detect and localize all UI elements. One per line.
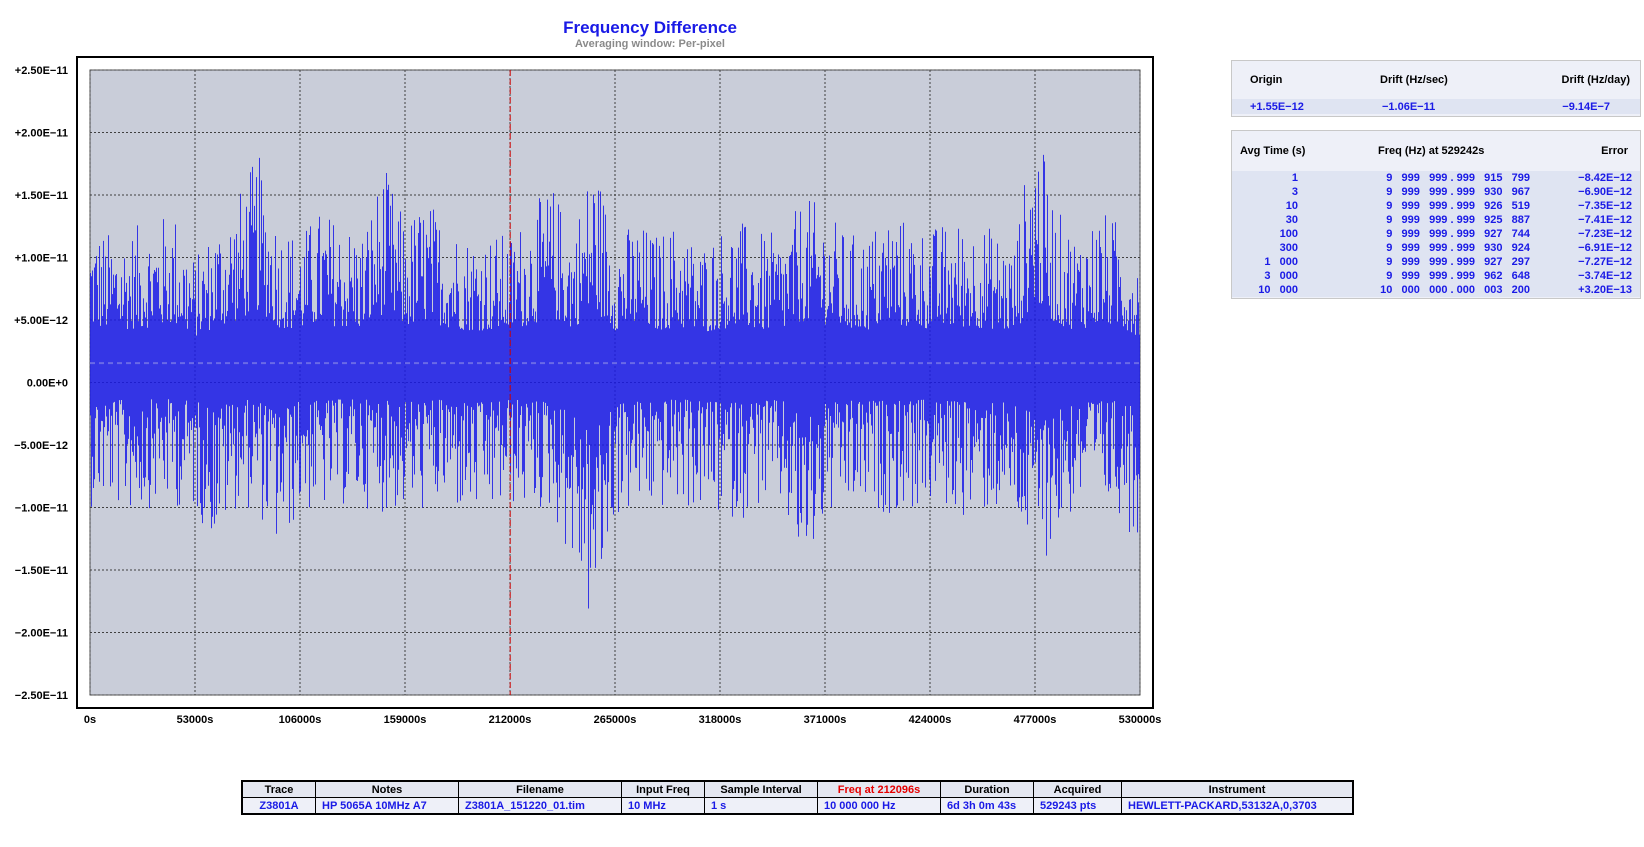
- info-header-input-freq: Input Freq: [621, 780, 705, 798]
- info-trace-value: Z3801A: [241, 797, 316, 815]
- info-filename-value: Z3801A_151220_01.tim: [458, 797, 622, 815]
- x-tick-label: 159000s: [384, 714, 427, 726]
- y-tick-label: +1.00E−11: [15, 253, 68, 265]
- avg-error-cell: −6.90E−12: [1578, 186, 1632, 198]
- avg-row: 300 9 999 999 . 999 930 924 −6.91E−12: [1232, 241, 1640, 255]
- chart-subtitle: Averaging window: Per-pixel: [575, 38, 725, 50]
- y-tick-label: +2.50E−11: [15, 65, 68, 77]
- drift-value-row: +1.55E−12 −1.06E−11 −9.14E−7: [1232, 99, 1640, 114]
- drift-header-hz-day: Drift (Hz/day): [1561, 74, 1630, 86]
- avg-time-cell: 30: [1285, 214, 1298, 226]
- avg-row: 3 000 9 999 999 . 999 962 648 −3.74E−12: [1232, 269, 1640, 283]
- avg-time-cell: 300: [1279, 242, 1298, 254]
- info-header-sample-interval: Sample Interval: [704, 780, 818, 798]
- y-tick-label: +1.50E−11: [15, 190, 68, 202]
- info-header-freq-at: Freq at 212096s: [817, 780, 941, 798]
- avg-header-time: Avg Time (s): [1240, 145, 1306, 157]
- info-header-instrument: Instrument: [1121, 780, 1354, 798]
- avg-time-cell: 3 000: [1264, 270, 1298, 282]
- avg-time-cell: 1 000: [1264, 256, 1298, 268]
- info-header-acquired: Acquired: [1033, 780, 1122, 798]
- x-tick-label: 318000s: [699, 714, 742, 726]
- avg-row: 1 9 999 999 . 999 915 799 −8.42E−12: [1232, 171, 1640, 185]
- y-tick-label: −2.00E−11: [15, 628, 68, 640]
- x-tick-label: 53000s: [177, 714, 214, 726]
- avg-error-cell: −6.91E−12: [1578, 242, 1632, 254]
- info-acquired-value: 529243 pts: [1033, 797, 1122, 815]
- avg-error-cell: −7.23E−12: [1578, 228, 1632, 240]
- avg-error-cell: −8.42E−12: [1578, 172, 1632, 184]
- x-tick-label: 0s: [84, 714, 96, 726]
- avg-row: 1 000 9 999 999 . 999 927 297 −7.27E−12: [1232, 255, 1640, 269]
- info-freq-at-value: 10 000 000 Hz: [817, 797, 941, 815]
- avg-row: 3 9 999 999 . 999 930 967 −6.90E−12: [1232, 185, 1640, 199]
- drift-header-row: Origin Drift (Hz/sec) Drift (Hz/day): [1232, 61, 1640, 99]
- y-tick-label: 0.00E+0: [27, 378, 68, 390]
- y-tick-label: +2.00E−11: [15, 128, 68, 140]
- series-trace: [90, 154, 1140, 609]
- info-instrument-value: HEWLETT-PACKARD,53132A,0,3703: [1121, 797, 1354, 815]
- avg-time-cell: 1: [1291, 172, 1298, 184]
- info-duration-value: 6d 3h 0m 43s: [940, 797, 1034, 815]
- avg-header-error: Error: [1601, 145, 1628, 157]
- info-sample-interval-value: 1 s: [704, 797, 818, 815]
- info-header-trace: Trace: [241, 780, 316, 798]
- avg-table-body: 1 9 999 999 . 999 915 799 −8.42E−12 3 9 999 …: [1232, 171, 1640, 297]
- avg-row: 10 9 999 999 . 999 926 519 −7.35E−12: [1232, 199, 1640, 213]
- avg-time-cell: 10: [1285, 200, 1298, 212]
- avg-time-cell: 10 000: [1258, 284, 1298, 296]
- y-tick-label: −2.50E−11: [15, 690, 68, 702]
- x-tick-label: 371000s: [804, 714, 847, 726]
- info-input-freq-value: 10 MHz: [621, 797, 705, 815]
- avg-freq-cell: 9 999 999 . 999 915 799: [1386, 172, 1530, 184]
- info-value-row: Z3801A HP 5065A 10MHz A7 Z3801A_151220_0…: [241, 797, 1354, 815]
- trace-info-table: Trace Notes Filename Input Freq Sample I…: [241, 780, 1354, 815]
- avg-freq-cell: 9 999 999 . 999 930 967: [1386, 186, 1530, 198]
- drift-header-origin: Origin: [1250, 74, 1283, 86]
- avg-freq-cell: 9 999 999 . 999 927 297: [1386, 256, 1530, 268]
- y-tick-label: −1.00E−11: [15, 503, 68, 515]
- drift-hz-day-value: −9.14E−7: [1562, 100, 1610, 113]
- avg-freq-cell: 9 999 999 . 999 925 887: [1386, 214, 1530, 226]
- avg-header-row: Avg Time (s) Freq (Hz) at 529242s Error: [1232, 131, 1640, 171]
- y-tick-label: +5.00E−12: [14, 315, 68, 327]
- x-tick-label: 424000s: [909, 714, 952, 726]
- avg-time-cell: 100: [1279, 228, 1298, 240]
- avg-freq-cell: 9 999 999 . 999 927 744: [1386, 228, 1530, 240]
- avg-header-freq: Freq (Hz) at 529242s: [1378, 145, 1485, 157]
- avg-row: 10 000 10 000 000 . 000 003 200 +3.20E−13: [1232, 283, 1640, 297]
- x-tick-label: 265000s: [594, 714, 637, 726]
- x-tick-label: 530000s: [1119, 714, 1162, 726]
- avg-freq-cell: 9 999 999 . 999 962 648: [1386, 270, 1530, 282]
- drift-panel: Origin Drift (Hz/sec) Drift (Hz/day) +1.…: [1231, 60, 1641, 117]
- info-header-notes: Notes: [315, 780, 459, 798]
- drift-hz-sec-value: −1.06E−11: [1382, 100, 1436, 113]
- x-tick-label: 106000s: [279, 714, 322, 726]
- chart-title: Frequency Difference: [563, 18, 737, 37]
- avg-row: 30 9 999 999 . 999 925 887 −7.41E−12: [1232, 213, 1640, 227]
- drift-header-hz-sec: Drift (Hz/sec): [1380, 74, 1448, 86]
- avg-error-cell: −7.41E−12: [1578, 214, 1632, 226]
- avg-error-cell: −7.27E−12: [1578, 256, 1632, 268]
- drift-origin-value: +1.55E−12: [1250, 100, 1304, 113]
- avg-error-cell: −3.74E−12: [1578, 270, 1632, 282]
- avg-error-cell: +3.20E−13: [1578, 284, 1632, 296]
- avg-row: 100 9 999 999 . 999 927 744 −7.23E−12: [1232, 227, 1640, 241]
- avg-time-panel: Avg Time (s) Freq (Hz) at 529242s Error …: [1231, 130, 1641, 299]
- info-header-row: Trace Notes Filename Input Freq Sample I…: [241, 780, 1354, 798]
- avg-freq-cell: 9 999 999 . 999 926 519: [1386, 200, 1530, 212]
- avg-freq-cell: 10 000 000 . 000 003 200: [1380, 284, 1530, 296]
- y-tick-label: −1.50E−11: [15, 565, 68, 577]
- x-tick-label: 212000s: [489, 714, 532, 726]
- frequency-difference-chart[interactable]: +2.50E−11 +2.00E−11 +1.50E−11 +1.00E−11 +5.0…: [0, 0, 1230, 740]
- info-header-filename: Filename: [458, 780, 622, 798]
- info-notes-value: HP 5065A 10MHz A7: [315, 797, 459, 815]
- y-tick-label: −5.00E−12: [14, 440, 68, 452]
- avg-freq-cell: 9 999 999 . 999 930 924: [1386, 242, 1530, 254]
- x-tick-label: 477000s: [1014, 714, 1057, 726]
- avg-time-cell: 3: [1291, 186, 1298, 198]
- avg-error-cell: −7.35E−12: [1578, 200, 1632, 212]
- info-header-duration: Duration: [940, 780, 1034, 798]
